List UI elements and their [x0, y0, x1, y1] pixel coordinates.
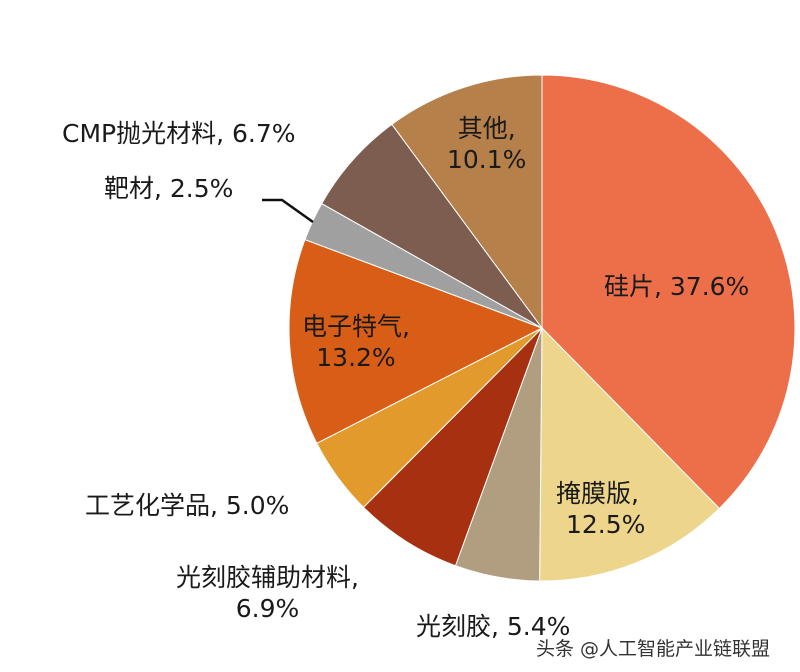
watermark: 头条 @人工智能产业链联盟 [536, 638, 771, 660]
label-photomask-name: 掩膜版, [556, 479, 639, 508]
label-photoresist-aux-value: 6.9% [235, 594, 300, 623]
label-cmp-polishing: CMP抛光材料, 6.7% [62, 119, 296, 148]
label-process-chemicals: 工艺化学品, 5.0% [85, 491, 290, 520]
pie-slice-1 [539, 326, 721, 582]
label-others: 其他, 10.1% [447, 113, 526, 175]
label-photomask: 掩膜版, 12.5% [556, 478, 645, 540]
leader-line-target [262, 198, 314, 224]
label-silicon-wafer: 硅片, 37.6% [604, 272, 750, 301]
label-sputtering-target: 靶材, 2.5% [104, 174, 234, 203]
label-electronic-gases: 电子特气, 13.2% [302, 311, 410, 373]
label-electronic-gases-value: 13.2% [316, 343, 396, 372]
pie-slice-8 [391, 74, 543, 330]
label-photoresist-aux: 光刻胶辅助材料, 6.9% [176, 562, 359, 624]
label-others-name: 其他, [457, 114, 516, 143]
label-photoresist-aux-name: 光刻胶辅助材料, [176, 563, 359, 592]
pie-slice-3 [362, 327, 543, 567]
pie-slice-5 [288, 238, 544, 444]
label-electronic-gases-name: 电子特气, [302, 312, 410, 341]
pie-slice-7 [321, 123, 543, 329]
label-others-value: 10.1% [447, 145, 527, 174]
label-photoresist: 光刻胶, 5.4% [416, 612, 571, 641]
label-photomask-value: 12.5% [566, 510, 646, 539]
pie-slice-0 [541, 74, 796, 510]
